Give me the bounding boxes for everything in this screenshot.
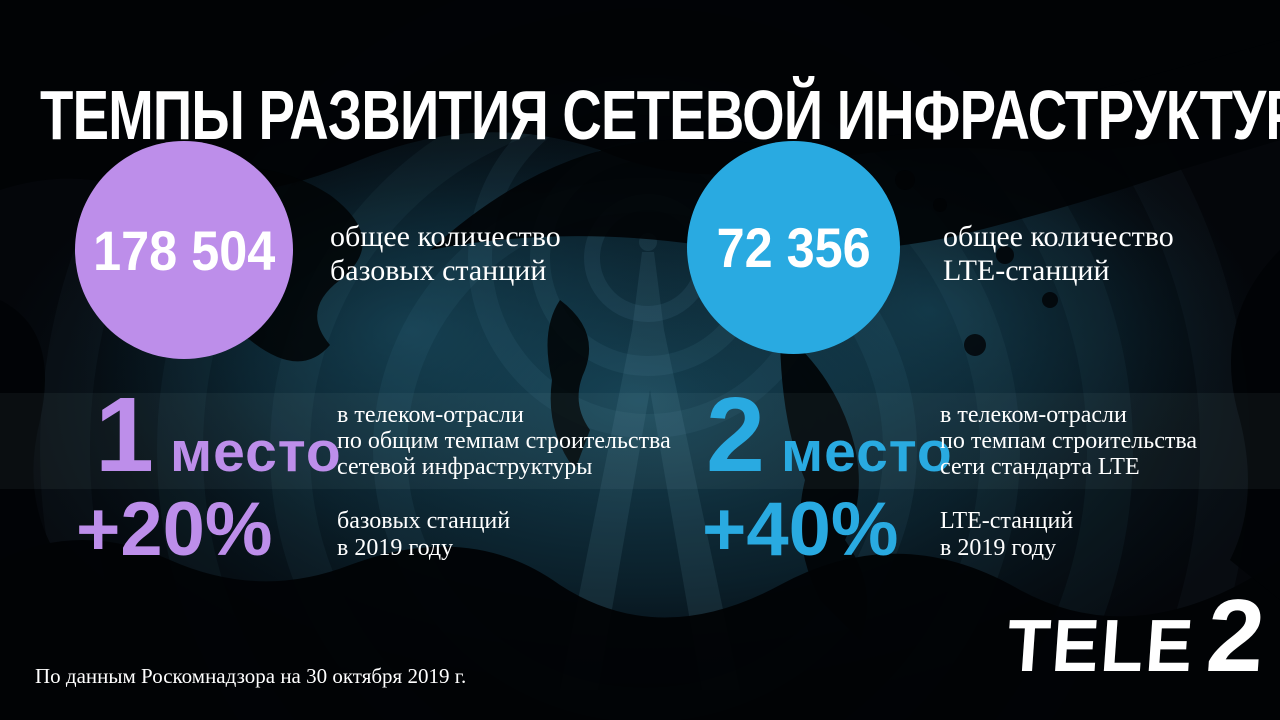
rank-word: место xyxy=(169,420,342,484)
rank-word: место xyxy=(780,420,953,484)
tele2-logo-numeral: 2 xyxy=(1203,578,1269,693)
base-stations-count: 178 504 xyxy=(92,218,276,282)
rank-base-stations: 1 место xyxy=(95,382,342,488)
tele2-logo: TELE 2 xyxy=(1004,578,1269,693)
stat-circle-lte-stations: 72 356 xyxy=(687,141,900,354)
base-stations-count-label: общее количество базовых станций xyxy=(330,220,561,287)
growth-base-stations: +20% xyxy=(76,487,273,572)
source-note: По данным Роскомнадзора на 30 октября 20… xyxy=(35,664,467,688)
tele2-logo-text: TELE xyxy=(1004,604,1198,687)
lte-stations-count: 72 356 xyxy=(716,216,871,279)
highlight-band xyxy=(0,393,1280,489)
rank-description-base-stations: в телеком-отрасли по общим темпам строит… xyxy=(337,402,671,480)
growth-description-base-stations: базовых станций в 2019 году xyxy=(337,508,511,561)
lte-stations-count-label: общее количество LTE-станций xyxy=(943,220,1174,287)
page-title: ТЕМПЫ РАЗВИТИЯ СЕТЕВОЙ ИНФРАСТРУКТУРЫ xyxy=(40,75,1280,154)
growth-description-lte-stations: LTE-станций в 2019 году xyxy=(940,508,1074,561)
growth-lte-stations: +40% xyxy=(702,487,899,572)
rank-number: 2 xyxy=(706,376,765,494)
rank-number: 1 xyxy=(95,376,154,494)
rank-description-lte-stations: в телеком-отрасли по темпам строительств… xyxy=(940,402,1198,480)
stat-circle-base-stations: 178 504 xyxy=(75,141,293,359)
rank-lte-stations: 2 место xyxy=(706,382,953,488)
